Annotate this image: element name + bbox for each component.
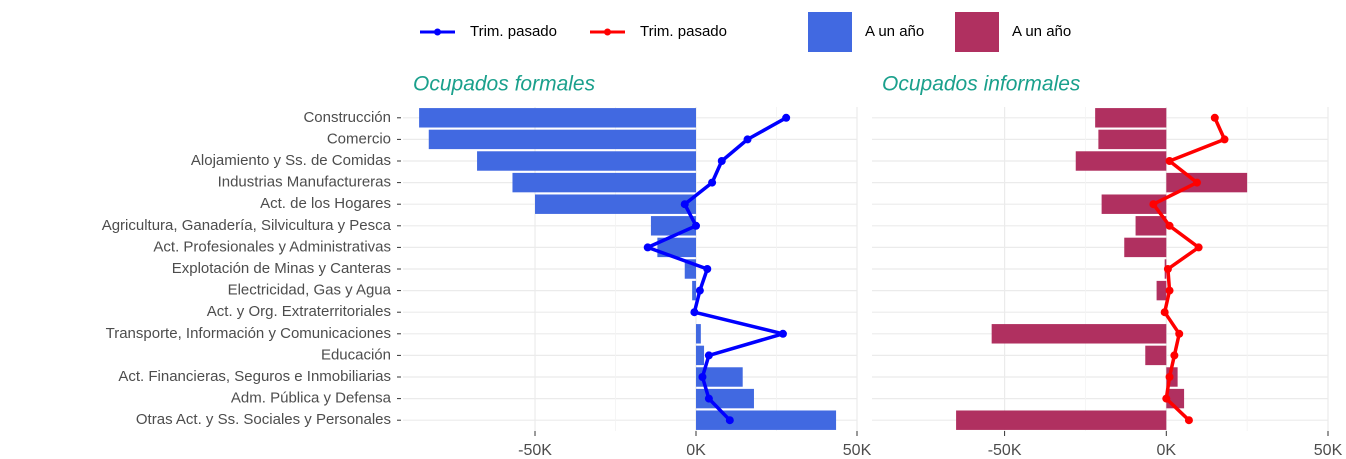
y-tick-label: Act. Financieras, Seguros e Inmobiliaria…	[118, 368, 391, 385]
point	[695, 286, 704, 295]
legend-label: A un año	[865, 23, 924, 40]
point	[1170, 351, 1179, 360]
point	[680, 200, 689, 209]
bar	[696, 367, 743, 387]
point	[1165, 373, 1174, 381]
y-tick-label: Industrias Manufactureras	[218, 174, 391, 191]
x-tick-label: -50K	[518, 442, 552, 459]
y-tick-label: Act. Profesionales y Administrativas	[153, 238, 391, 255]
point	[1220, 135, 1229, 144]
panel-title: Ocupados informales	[882, 73, 1081, 96]
y-tick-label: Otras Act. y Ss. Sociales y Personales	[136, 411, 391, 428]
panel-title: Ocupados formales	[413, 73, 596, 96]
y-tick-label: Electricidad, Gas y Agua	[228, 282, 392, 299]
point	[1165, 286, 1174, 295]
legend-dot	[604, 28, 611, 36]
bar	[696, 345, 705, 366]
bar	[696, 324, 701, 344]
bar	[512, 172, 697, 193]
point	[1165, 221, 1174, 230]
bar	[477, 151, 697, 171]
point	[1160, 308, 1169, 317]
y-tick-label: Act. y Org. Extraterritoriales	[207, 303, 391, 320]
bar	[1124, 237, 1167, 258]
point	[743, 135, 752, 144]
legend-dot	[434, 28, 441, 36]
point	[1210, 113, 1219, 122]
bar	[535, 194, 697, 214]
bar	[696, 388, 754, 409]
x-tick-label: 50K	[1314, 442, 1343, 459]
y-tick-label: Construcción	[303, 109, 391, 126]
legend-label: A un año	[1012, 23, 1071, 40]
point	[698, 373, 707, 381]
bar	[1095, 108, 1167, 128]
point	[1162, 394, 1171, 403]
y-tick-label: Alojamiento y Ss. de Comidas	[191, 152, 391, 169]
bar	[696, 410, 837, 430]
bar	[1166, 172, 1248, 193]
bar	[650, 216, 697, 236]
point	[778, 329, 787, 338]
bar	[991, 324, 1167, 344]
point	[708, 178, 717, 187]
point	[1193, 178, 1202, 187]
bar	[657, 237, 697, 258]
point	[782, 113, 791, 122]
point	[725, 416, 734, 425]
bar	[956, 410, 1167, 430]
bar	[692, 280, 697, 301]
x-tick-label: 0K	[686, 442, 706, 459]
y-tick-label: Transporte, Información y Comunicaciones	[106, 325, 391, 342]
legend-swatch	[808, 12, 852, 52]
bar	[419, 108, 697, 128]
legend-swatch	[955, 12, 999, 52]
y-tick-label: Agricultura, Ganadería, Silvicultura y P…	[102, 217, 392, 234]
legend-label: Trim. pasado	[640, 23, 727, 40]
y-tick-label: Act. de los Hogares	[260, 195, 391, 212]
legend-label: Trim. pasado	[470, 23, 557, 40]
point	[692, 221, 701, 230]
bar	[428, 129, 697, 150]
point	[704, 394, 713, 403]
bar	[1101, 194, 1167, 214]
bar	[1156, 280, 1167, 301]
x-tick-label: 0K	[1157, 442, 1177, 459]
point	[1184, 416, 1193, 425]
bar	[1098, 129, 1167, 150]
point	[1165, 157, 1174, 165]
y-tick-label: Explotación de Minas y Canteras	[172, 260, 391, 277]
point	[690, 308, 699, 317]
y-tick-label: Comercio	[327, 130, 391, 147]
y-tick-label: Educación	[321, 346, 391, 363]
bar	[1135, 216, 1167, 236]
point	[703, 265, 712, 273]
point	[1194, 243, 1203, 252]
bar	[1145, 345, 1167, 366]
point	[1149, 200, 1158, 209]
point	[643, 243, 652, 252]
x-tick-label: 50K	[843, 442, 872, 459]
y-tick-label: Adm. Pública y Defensa	[231, 390, 392, 407]
x-tick-label: -50K	[988, 442, 1022, 459]
point	[704, 351, 713, 360]
point	[1175, 329, 1184, 338]
bar	[684, 259, 697, 279]
point	[1163, 265, 1172, 273]
point	[717, 157, 726, 165]
bar	[1075, 151, 1167, 171]
